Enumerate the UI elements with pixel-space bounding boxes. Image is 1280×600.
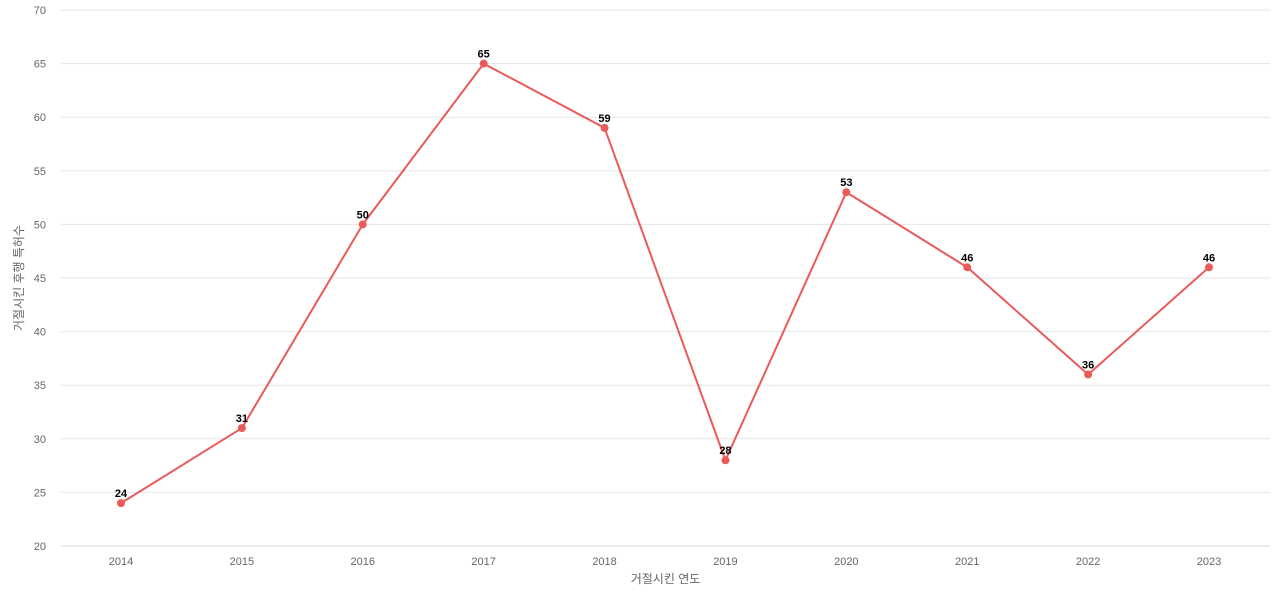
data-label: 50 <box>357 209 369 221</box>
x-tick-label: 2016 <box>351 556 375 568</box>
x-tick-label: 2019 <box>713 556 737 568</box>
data-point <box>237 424 246 433</box>
data-label: 46 <box>961 252 973 264</box>
y-tick-label: 40 <box>34 327 46 339</box>
y-tick-label: 60 <box>34 112 46 124</box>
y-tick-label: 65 <box>34 59 46 71</box>
y-tick-label: 35 <box>34 380 46 392</box>
x-tick-label: 2018 <box>592 556 616 568</box>
x-axis-title: 거절시킨 연도 <box>631 572 701 586</box>
data-point <box>600 123 609 132</box>
series-line <box>120 62 1210 504</box>
x-tick-label: 2021 <box>955 556 979 568</box>
data-points <box>117 59 1213 508</box>
y-tick-label: 20 <box>34 541 46 553</box>
y-tick-label: 50 <box>34 219 46 231</box>
x-tick-label: 2022 <box>1076 556 1100 568</box>
data-point <box>117 499 125 508</box>
data-label: 46 <box>1203 252 1215 264</box>
x-tick-label: 2017 <box>471 556 495 568</box>
y-axis-ticks: 20 25 30 35 40 45 50 55 60 65 70 <box>34 5 46 553</box>
data-label: 28 <box>719 445 731 457</box>
data-point <box>358 220 367 229</box>
data-point <box>963 263 972 272</box>
data-label: 65 <box>478 49 490 61</box>
data-point <box>1084 370 1093 379</box>
data-labels: 24 31 50 65 59 28 53 46 36 46 <box>115 49 1215 501</box>
y-tick-label: 45 <box>34 273 46 285</box>
grid-lines <box>61 9 1270 493</box>
series-polyline <box>120 62 1210 504</box>
data-point <box>842 188 851 197</box>
y-tick-label: 70 <box>34 5 46 17</box>
x-tick-label: 2023 <box>1197 556 1221 568</box>
data-label: 59 <box>598 113 610 125</box>
data-point <box>479 59 488 68</box>
data-label: 31 <box>236 413 248 425</box>
data-point <box>1205 263 1213 272</box>
x-axis-ticks: 2014 2015 2016 2017 2018 2019 2020 2021 2022 2023 <box>109 556 1221 568</box>
data-label: 53 <box>840 177 852 189</box>
y-tick-label: 25 <box>34 487 46 499</box>
y-tick-label: 55 <box>34 166 46 178</box>
y-axis-title: 거절시킨 후행 특허수 <box>11 225 26 331</box>
y-tick-label: 30 <box>34 434 46 446</box>
data-label: 24 <box>115 488 128 500</box>
data-point <box>721 456 730 465</box>
x-tick-label: 2015 <box>230 556 254 568</box>
x-tick-label: 2014 <box>109 556 133 568</box>
data-label: 36 <box>1082 359 1094 371</box>
x-tick-label: 2020 <box>834 556 858 568</box>
